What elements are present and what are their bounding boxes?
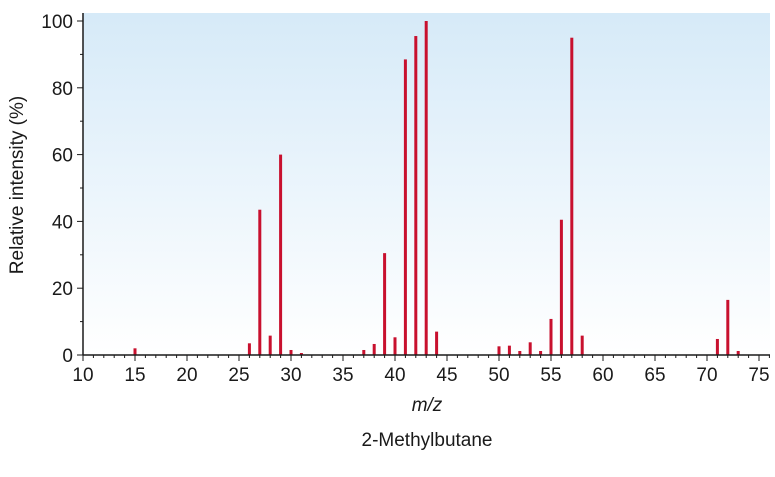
bar-mz-43 (424, 21, 428, 355)
bar-series (133, 21, 740, 355)
x-tick-label-30: 30 (280, 365, 301, 386)
bar-mz-26 (247, 343, 251, 355)
bar-mz-37 (362, 349, 366, 355)
y-tick-labels: 0 20 40 60 80 100 (41, 12, 73, 367)
x-tick-label-75: 75 (748, 365, 769, 386)
y-tick-label-40: 40 (52, 212, 73, 233)
bar-mz-40 (393, 337, 397, 355)
bar-mz-52 (518, 350, 522, 355)
x-tick-label-55: 55 (540, 365, 561, 386)
bar-mz-38 (372, 343, 376, 355)
bar-mz-44 (435, 331, 439, 355)
y-axis-title: Relative intensity (%) (7, 96, 28, 274)
x-tick-label-65: 65 (644, 365, 665, 386)
y-tick-label-0: 0 (62, 346, 73, 367)
bar-mz-42 (414, 36, 418, 355)
bar-mz-39 (383, 253, 387, 355)
bar-mz-54 (539, 350, 543, 355)
bar-mz-51 (507, 345, 511, 355)
axes (77, 13, 770, 361)
bar-mz-57 (570, 37, 574, 355)
y-tick-label-80: 80 (52, 79, 73, 100)
x-axis-title: m/z (412, 395, 443, 416)
chart-caption: 2-Methylbutane (362, 430, 493, 451)
x-tick-label-70: 70 (696, 365, 717, 386)
bar-mz-71 (715, 338, 719, 355)
x-tick-label-60: 60 (592, 365, 613, 386)
bar-mz-58 (580, 335, 584, 355)
x-tick-label-10: 10 (72, 365, 93, 386)
y-tick-label-20: 20 (52, 279, 73, 300)
bar-mz-53 (528, 342, 532, 355)
x-tick-label-45: 45 (436, 365, 457, 386)
bar-mz-72 (726, 299, 730, 355)
bar-mz-29 (279, 154, 283, 355)
bar-mz-28 (268, 335, 272, 355)
x-tick-label-50: 50 (488, 365, 509, 386)
bar-mz-41 (403, 59, 407, 355)
bar-mz-73 (736, 350, 740, 355)
bar-mz-31 (299, 353, 303, 355)
x-tick-label-15: 15 (124, 365, 145, 386)
x-tick-label-25: 25 (228, 365, 249, 386)
bar-mz-15 (133, 348, 137, 355)
y-tick-label-100: 100 (41, 12, 73, 33)
bar-mz-50 (497, 346, 501, 355)
bar-mz-30 (289, 349, 293, 355)
bar-mz-27 (258, 209, 262, 355)
x-tick-labels: 10 15 20 25 30 35 40 45 50 55 60 65 70 75 (72, 365, 769, 386)
x-tick-label-35: 35 (332, 365, 353, 386)
x-tick-label-20: 20 (176, 365, 197, 386)
bar-mz-56 (559, 219, 563, 355)
y-tick-label-60: 60 (52, 146, 73, 167)
x-tick-label-40: 40 (384, 365, 405, 386)
bar-mz-55 (549, 318, 553, 355)
